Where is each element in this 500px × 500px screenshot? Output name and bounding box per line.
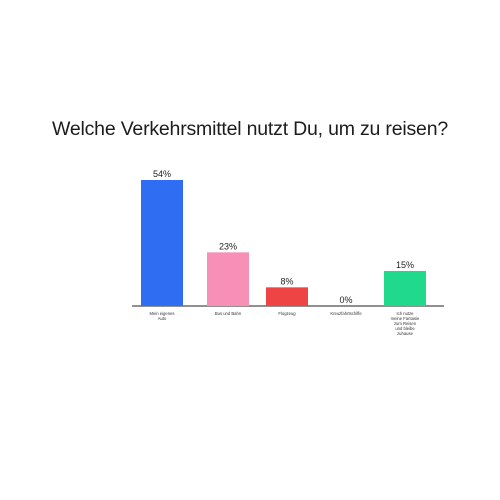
bars-group	[141, 180, 426, 306]
value-label-mein-eigenes-auto: 54%	[153, 169, 171, 179]
bar-mein-eigenes-auto	[141, 180, 183, 306]
category-label-bus-und-bahn: Bus und Bahn	[215, 311, 242, 316]
value-label-flugzeug: 8%	[280, 276, 293, 286]
value-label-ich-nutze-meine-fantasie-zum-r: 15%	[396, 260, 414, 270]
value-labels-group: 54% 23% 8% 0% 15%	[153, 169, 414, 305]
value-label-kreuzfahrtschiffe: 0%	[339, 295, 352, 305]
bar-bus-und-bahn	[207, 252, 249, 306]
category-label-flugzeug: Flugzeug	[278, 311, 296, 316]
bar-flugzeug	[266, 287, 308, 306]
chart-title: Welche Verkehrsmittel nutzt Du, um zu re…	[52, 118, 448, 140]
category-label-ich-nutze-meine-fantasie-zum-r: Ich nutze meine Fantasie zum Reisen und ble…	[391, 311, 420, 336]
category-label-mein-eigenes-auto: Mein eigenes Auto	[150, 311, 175, 321]
category-labels-group: Mein eigenes Auto Bus und Bahn Flugzeug Kreu…	[150, 311, 420, 336]
bar-ich-nutze-meine-fantasie-zum-r	[384, 271, 426, 306]
category-label-kreuzfahrtschiffe: Kreuzfahrtschiffe	[330, 311, 362, 316]
value-label-bus-und-bahn: 23%	[219, 241, 237, 251]
